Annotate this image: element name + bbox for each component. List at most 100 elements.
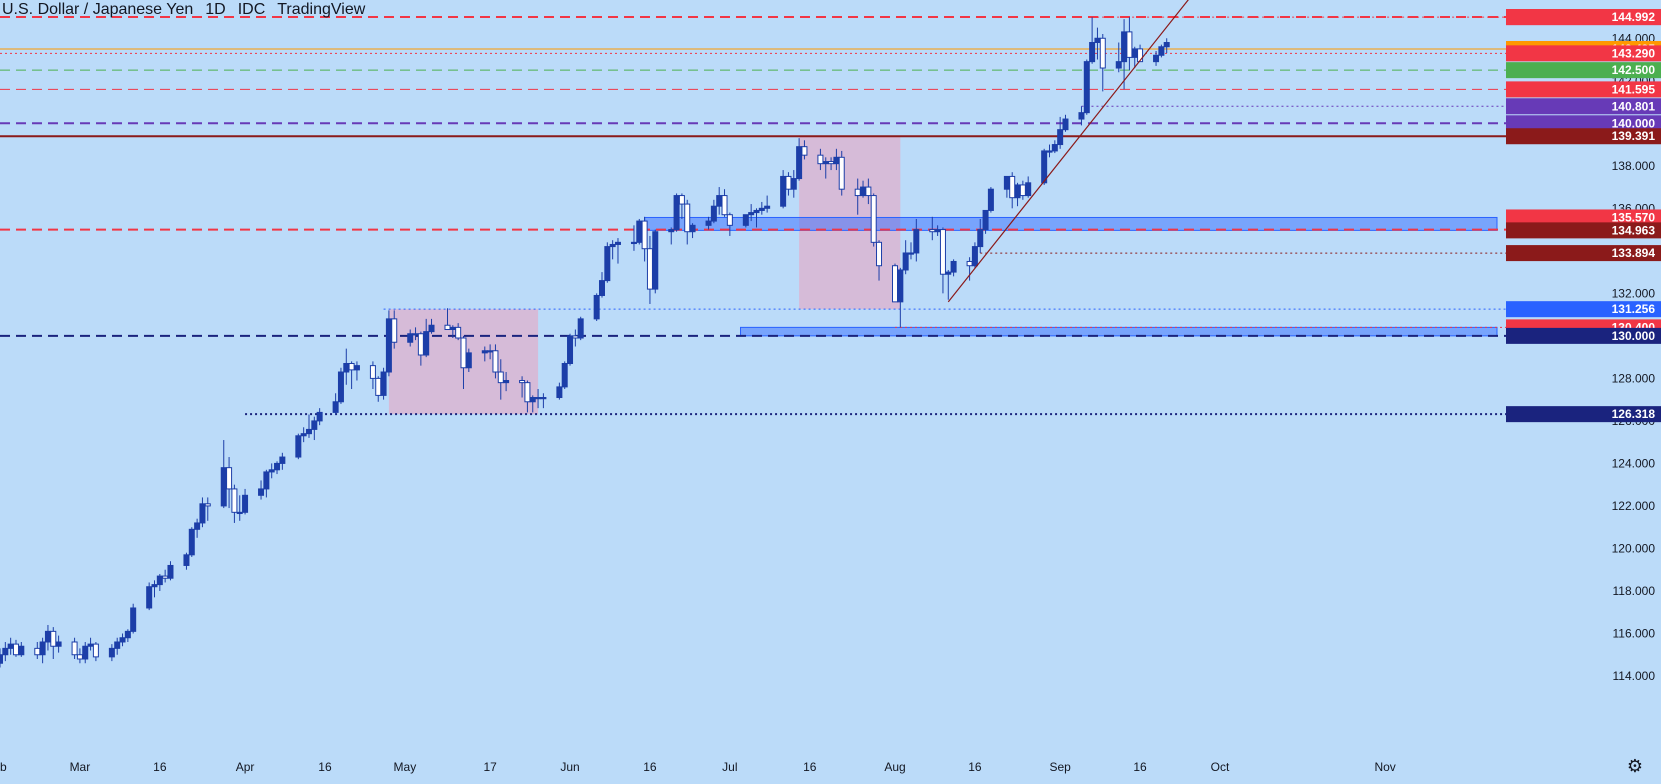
candle-body	[1014, 184, 1021, 199]
candle	[753, 208, 760, 228]
candle-body	[1078, 112, 1085, 120]
price-label-text: 140.000	[1612, 116, 1656, 130]
price-label-bg	[1506, 245, 1661, 262]
candle	[108, 644, 115, 662]
candle	[50, 627, 57, 659]
price-label-text: 143.290	[1612, 46, 1656, 60]
candle	[598, 272, 605, 298]
candle-body	[316, 411, 323, 422]
gear-icon[interactable]: ⚙	[1626, 756, 1644, 776]
candle-body	[529, 397, 536, 403]
price-label-bg	[1506, 62, 1661, 79]
price-label-text: 126.318	[1612, 407, 1656, 421]
candle	[758, 201, 765, 215]
price-label-140.801: 140.801	[1506, 98, 1661, 115]
candle	[503, 372, 510, 392]
candle	[977, 218, 984, 253]
candle-body	[151, 584, 158, 588]
candle-body	[966, 260, 973, 267]
candle	[242, 488, 249, 515]
price-label-bg	[1506, 98, 1661, 115]
candle-body	[449, 326, 456, 330]
candle-body	[7, 643, 14, 649]
y-tick-label: 132.000	[1612, 286, 1656, 300]
candle	[1126, 17, 1133, 71]
candle-body	[423, 331, 430, 356]
time-axis[interactable]: b Mar 16 Apr 16 May 17 Jun 16 Jul 16 Aug 16 Sep 16 Oct N…	[0, 740, 1661, 779]
candle-body	[780, 175, 787, 207]
candle	[268, 463, 275, 479]
price-label-bg	[1506, 222, 1661, 239]
candle-body	[833, 156, 840, 165]
candle	[263, 469, 270, 498]
price-labels-layer: 145.000144.992143.495143.290142.500141.5…	[1506, 9, 1661, 423]
interval-label[interactable]: 1D	[205, 1, 226, 18]
candle-body	[577, 318, 584, 339]
candle	[838, 150, 845, 196]
candle	[705, 216, 712, 230]
candle-body	[487, 350, 494, 353]
candle-body	[385, 318, 392, 373]
candle-body	[636, 220, 643, 243]
candle-body	[55, 641, 62, 647]
candle-body	[465, 352, 472, 369]
price-label-text: 134.963	[1612, 223, 1656, 237]
chart-title: U.S. Dollar / Japanese Yen 1D IDC TradingVi…	[2, 1, 377, 19]
candle	[636, 218, 643, 245]
candle-body	[609, 243, 616, 248]
y-tick-label: 122.000	[1612, 499, 1656, 513]
candle	[375, 376, 382, 402]
candle-body	[407, 333, 414, 343]
y-tick-label: 118.000	[1613, 584, 1656, 598]
candle-body	[268, 469, 275, 473]
candle-body	[300, 433, 307, 437]
candle-body	[311, 420, 318, 430]
candle-body	[1153, 54, 1160, 63]
candle-body	[785, 175, 792, 190]
candle-body	[455, 326, 462, 339]
x-tick-label: Sep	[1049, 760, 1071, 774]
price-label-135.570: 135.570	[1506, 209, 1661, 226]
candle-body	[561, 363, 568, 388]
candle-body	[12, 643, 19, 656]
candle	[689, 223, 696, 239]
candle-body	[716, 195, 723, 207]
x-tick-label: 17	[483, 760, 497, 774]
candle	[1163, 38, 1170, 54]
zone-blue-3	[740, 326, 1498, 337]
candle	[716, 187, 723, 215]
candle	[465, 348, 472, 373]
candle	[556, 382, 563, 400]
candle-body	[726, 214, 733, 226]
candle-body	[444, 324, 451, 330]
price-label-bg	[1506, 327, 1661, 344]
symbol-name[interactable]: U.S. Dollar / Japanese Yen	[2, 1, 194, 18]
candle	[1137, 44, 1144, 63]
y-tick-label: 128.000	[1612, 371, 1656, 385]
price-label-bg	[1506, 9, 1661, 26]
price-label-130.000: 130.000	[1506, 327, 1661, 344]
candle-body	[87, 643, 94, 647]
zones-layer	[388, 136, 1498, 415]
candle-body	[18, 645, 25, 656]
x-tick-label: 16	[803, 760, 817, 774]
y-tick-label: 114.000	[1613, 669, 1656, 683]
candle	[0, 648, 3, 668]
price-label-142.500: 142.500	[1506, 62, 1661, 79]
candle-body	[305, 428, 312, 435]
candle-body	[183, 554, 190, 566]
candle-body	[742, 214, 749, 226]
candle-body	[646, 248, 653, 290]
candle	[950, 259, 957, 277]
candle-body	[124, 630, 131, 639]
candle-body	[710, 205, 717, 222]
y-tick-label: 120.000	[1612, 541, 1656, 555]
candle-body	[0, 654, 3, 664]
y-tick-label: 124.000	[1612, 456, 1656, 470]
x-tick-label: Jun	[560, 760, 579, 774]
candle	[300, 427, 307, 443]
candle-body	[146, 586, 153, 609]
candle-body	[1025, 182, 1032, 197]
